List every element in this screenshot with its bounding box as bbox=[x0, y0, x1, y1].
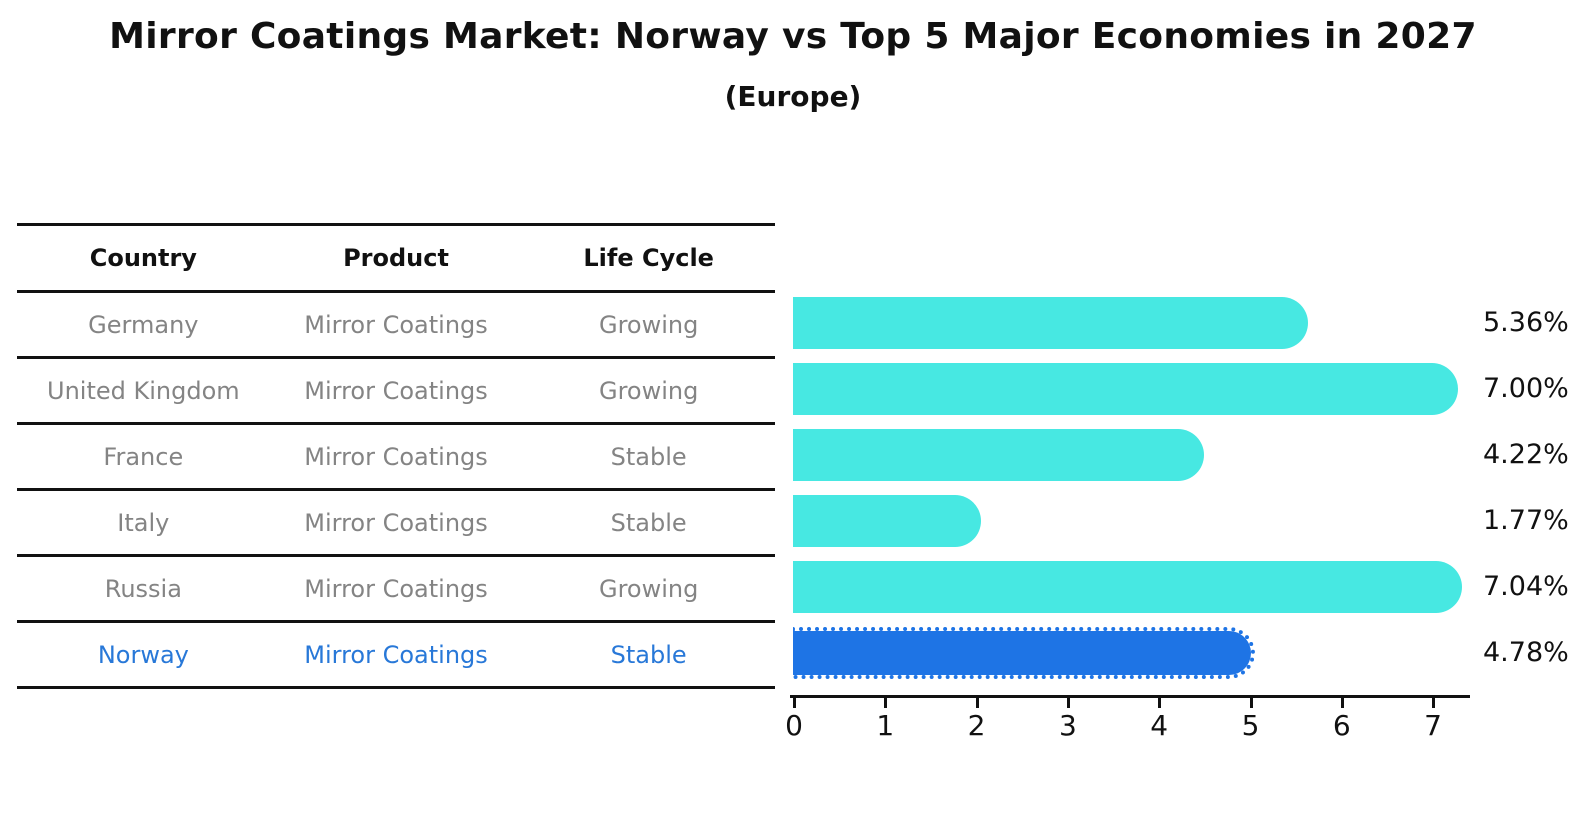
x-tick-label-1: 1 bbox=[876, 709, 895, 742]
table-cell-country: United Kingdom bbox=[47, 376, 240, 405]
table-row-germany: Germany Mirror Coatings Growing bbox=[17, 293, 775, 359]
table-cell-product: Mirror Coatings bbox=[304, 574, 488, 603]
table-row-russia: Russia Mirror Coatings Growing bbox=[17, 557, 775, 623]
table-header-row: Country Product Life Cycle bbox=[17, 223, 775, 293]
bar-row-norway: 4.78% bbox=[793, 620, 1586, 686]
bar-row-russia: 7.04% bbox=[793, 554, 1586, 620]
x-tick-label-6: 6 bbox=[1332, 709, 1351, 742]
table-cell-country: Germany bbox=[88, 310, 199, 339]
table-cell-product: Mirror Coatings bbox=[304, 442, 488, 471]
x-tick-label-7: 7 bbox=[1424, 709, 1442, 742]
country-table: Country Product Life Cycle Germany Mirror… bbox=[17, 223, 775, 689]
table-cell-life-cycle: Growing bbox=[598, 310, 699, 339]
x-tick-label-5: 5 bbox=[1241, 709, 1260, 742]
bar-row-france: 4.22% bbox=[793, 422, 1586, 488]
table-cell-country: Norway bbox=[97, 640, 189, 669]
table-body: Germany Mirror Coatings Growing United King… bbox=[17, 293, 775, 689]
table-row-united-kingdom: United Kingdom Mirror Coatings Growing bbox=[17, 359, 775, 425]
table-cell-life-cycle: Growing bbox=[598, 376, 699, 405]
x-tick-mark-5 bbox=[1249, 698, 1253, 708]
table-cell-product: Mirror Coatings bbox=[304, 376, 488, 405]
bars: 5.36% 7.00% 4.22% 1.77% 7.04% 4.78% bbox=[793, 290, 1586, 686]
table-cell-country: France bbox=[103, 442, 184, 471]
table-cell-life-cycle: Stable bbox=[610, 442, 687, 471]
x-tick-mark-0 bbox=[793, 698, 796, 708]
x-tick-mark-4 bbox=[1158, 698, 1162, 708]
bar-row-italy: 1.77% bbox=[793, 488, 1586, 554]
x-tick-label-3: 3 bbox=[1058, 709, 1077, 742]
table-header-product: Product bbox=[343, 244, 449, 272]
table-header-country: Country bbox=[89, 244, 197, 272]
table-cell-country: Italy bbox=[117, 508, 170, 537]
table-cell-country: Russia bbox=[104, 574, 182, 603]
table-cell-product: Mirror Coatings bbox=[304, 508, 488, 537]
value-label-united-kingdom: 7.00% bbox=[1483, 373, 1569, 404]
value-label-russia: 7.04% bbox=[1483, 571, 1569, 602]
value-label-france: 4.22% bbox=[1483, 439, 1569, 470]
table-row-norway: Norway Mirror Coatings Stable bbox=[17, 623, 775, 689]
x-tick-mark-7 bbox=[1432, 698, 1436, 708]
value-label-italy: 1.77% bbox=[1483, 505, 1569, 536]
x-tick-mark-3 bbox=[1066, 698, 1070, 708]
x-tick-mark-2 bbox=[975, 698, 979, 708]
table-row-france: France Mirror Coatings Stable bbox=[17, 425, 775, 491]
table-cell-product: Mirror Coatings bbox=[304, 640, 488, 669]
value-label-norway: 4.78% bbox=[1483, 637, 1569, 668]
table-cell-life-cycle: Stable bbox=[610, 508, 687, 537]
x-tick-mark-6 bbox=[1340, 698, 1344, 708]
bar-row-united-kingdom: 7.00% bbox=[793, 356, 1586, 422]
bar-row-germany: 5.36% bbox=[793, 290, 1586, 356]
bar-france bbox=[793, 429, 1205, 481]
bar-united-kingdom bbox=[793, 363, 1459, 415]
chart-title: Mirror Coatings Market: Norway vs Top 5 … bbox=[109, 16, 1477, 57]
bar-italy bbox=[793, 495, 981, 547]
x-tick-label-4: 4 bbox=[1150, 709, 1169, 742]
bar-norway bbox=[793, 627, 1256, 679]
x-axis-line bbox=[790, 695, 1470, 698]
x-tick-mark-1 bbox=[884, 698, 888, 708]
x-axis: 0 1 2 3 4 5 6 7 bbox=[785, 695, 1490, 742]
table-cell-life-cycle: Stable bbox=[610, 640, 687, 669]
chart-subtitle: (Europe) bbox=[724, 80, 862, 113]
value-label-germany: 5.36% bbox=[1483, 307, 1569, 338]
x-tick-label-2: 2 bbox=[967, 709, 986, 742]
bar-russia bbox=[793, 561, 1462, 613]
bar-germany bbox=[793, 297, 1309, 349]
table-header-life-cycle: Life Cycle bbox=[583, 244, 714, 272]
x-tick-label-0: 0 bbox=[785, 709, 803, 742]
table-cell-product: Mirror Coatings bbox=[304, 310, 488, 339]
table-cell-life-cycle: Growing bbox=[598, 574, 699, 603]
table-row-italy: Italy Mirror Coatings Stable bbox=[17, 491, 775, 557]
